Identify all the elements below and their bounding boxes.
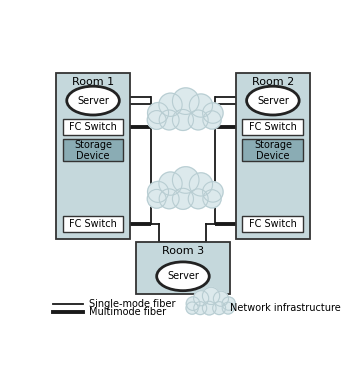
Circle shape (172, 188, 193, 209)
Text: Server: Server (167, 271, 199, 281)
Ellipse shape (247, 86, 299, 115)
FancyBboxPatch shape (62, 119, 124, 135)
Circle shape (186, 302, 198, 314)
Circle shape (188, 189, 208, 209)
Circle shape (159, 110, 179, 130)
Circle shape (172, 88, 199, 114)
Circle shape (159, 172, 182, 195)
Text: Server: Server (77, 96, 109, 106)
Circle shape (188, 110, 208, 130)
Circle shape (172, 109, 193, 130)
Text: Multimode fiber: Multimode fiber (89, 307, 166, 317)
Ellipse shape (157, 262, 209, 291)
Circle shape (203, 111, 221, 129)
Circle shape (147, 181, 169, 203)
Text: Room 2: Room 2 (252, 77, 294, 87)
FancyBboxPatch shape (236, 73, 310, 239)
Circle shape (159, 93, 182, 116)
Circle shape (203, 182, 223, 202)
Circle shape (213, 291, 228, 306)
FancyBboxPatch shape (62, 216, 124, 232)
Circle shape (186, 297, 200, 310)
Text: FC Switch: FC Switch (69, 219, 117, 229)
Circle shape (147, 111, 166, 129)
Circle shape (189, 173, 212, 196)
Text: Server: Server (257, 96, 289, 106)
Text: Network infrastructure: Network infrastructure (230, 303, 341, 313)
Circle shape (202, 287, 220, 304)
FancyBboxPatch shape (242, 119, 303, 135)
Text: Room 1: Room 1 (72, 77, 114, 87)
Circle shape (194, 302, 207, 315)
Circle shape (147, 103, 169, 124)
Circle shape (202, 301, 216, 315)
Circle shape (189, 94, 212, 117)
Circle shape (222, 302, 234, 314)
Circle shape (193, 291, 209, 306)
Circle shape (147, 189, 166, 208)
FancyBboxPatch shape (242, 139, 303, 162)
Circle shape (222, 297, 235, 310)
Circle shape (172, 167, 199, 193)
Text: Single-mode fiber: Single-mode fiber (89, 299, 175, 309)
Circle shape (213, 302, 226, 315)
Text: Storage
Device: Storage Device (254, 139, 292, 161)
Circle shape (203, 103, 223, 123)
FancyBboxPatch shape (136, 242, 230, 294)
FancyBboxPatch shape (242, 216, 303, 232)
Ellipse shape (67, 86, 119, 115)
Circle shape (159, 189, 179, 209)
Text: Room 3: Room 3 (162, 246, 204, 256)
FancyBboxPatch shape (62, 139, 124, 162)
Text: Storage
Device: Storage Device (74, 139, 112, 161)
Circle shape (203, 190, 221, 208)
Text: FC Switch: FC Switch (249, 122, 297, 132)
Text: FC Switch: FC Switch (69, 122, 117, 132)
FancyBboxPatch shape (56, 73, 130, 239)
Text: FC Switch: FC Switch (249, 219, 297, 229)
